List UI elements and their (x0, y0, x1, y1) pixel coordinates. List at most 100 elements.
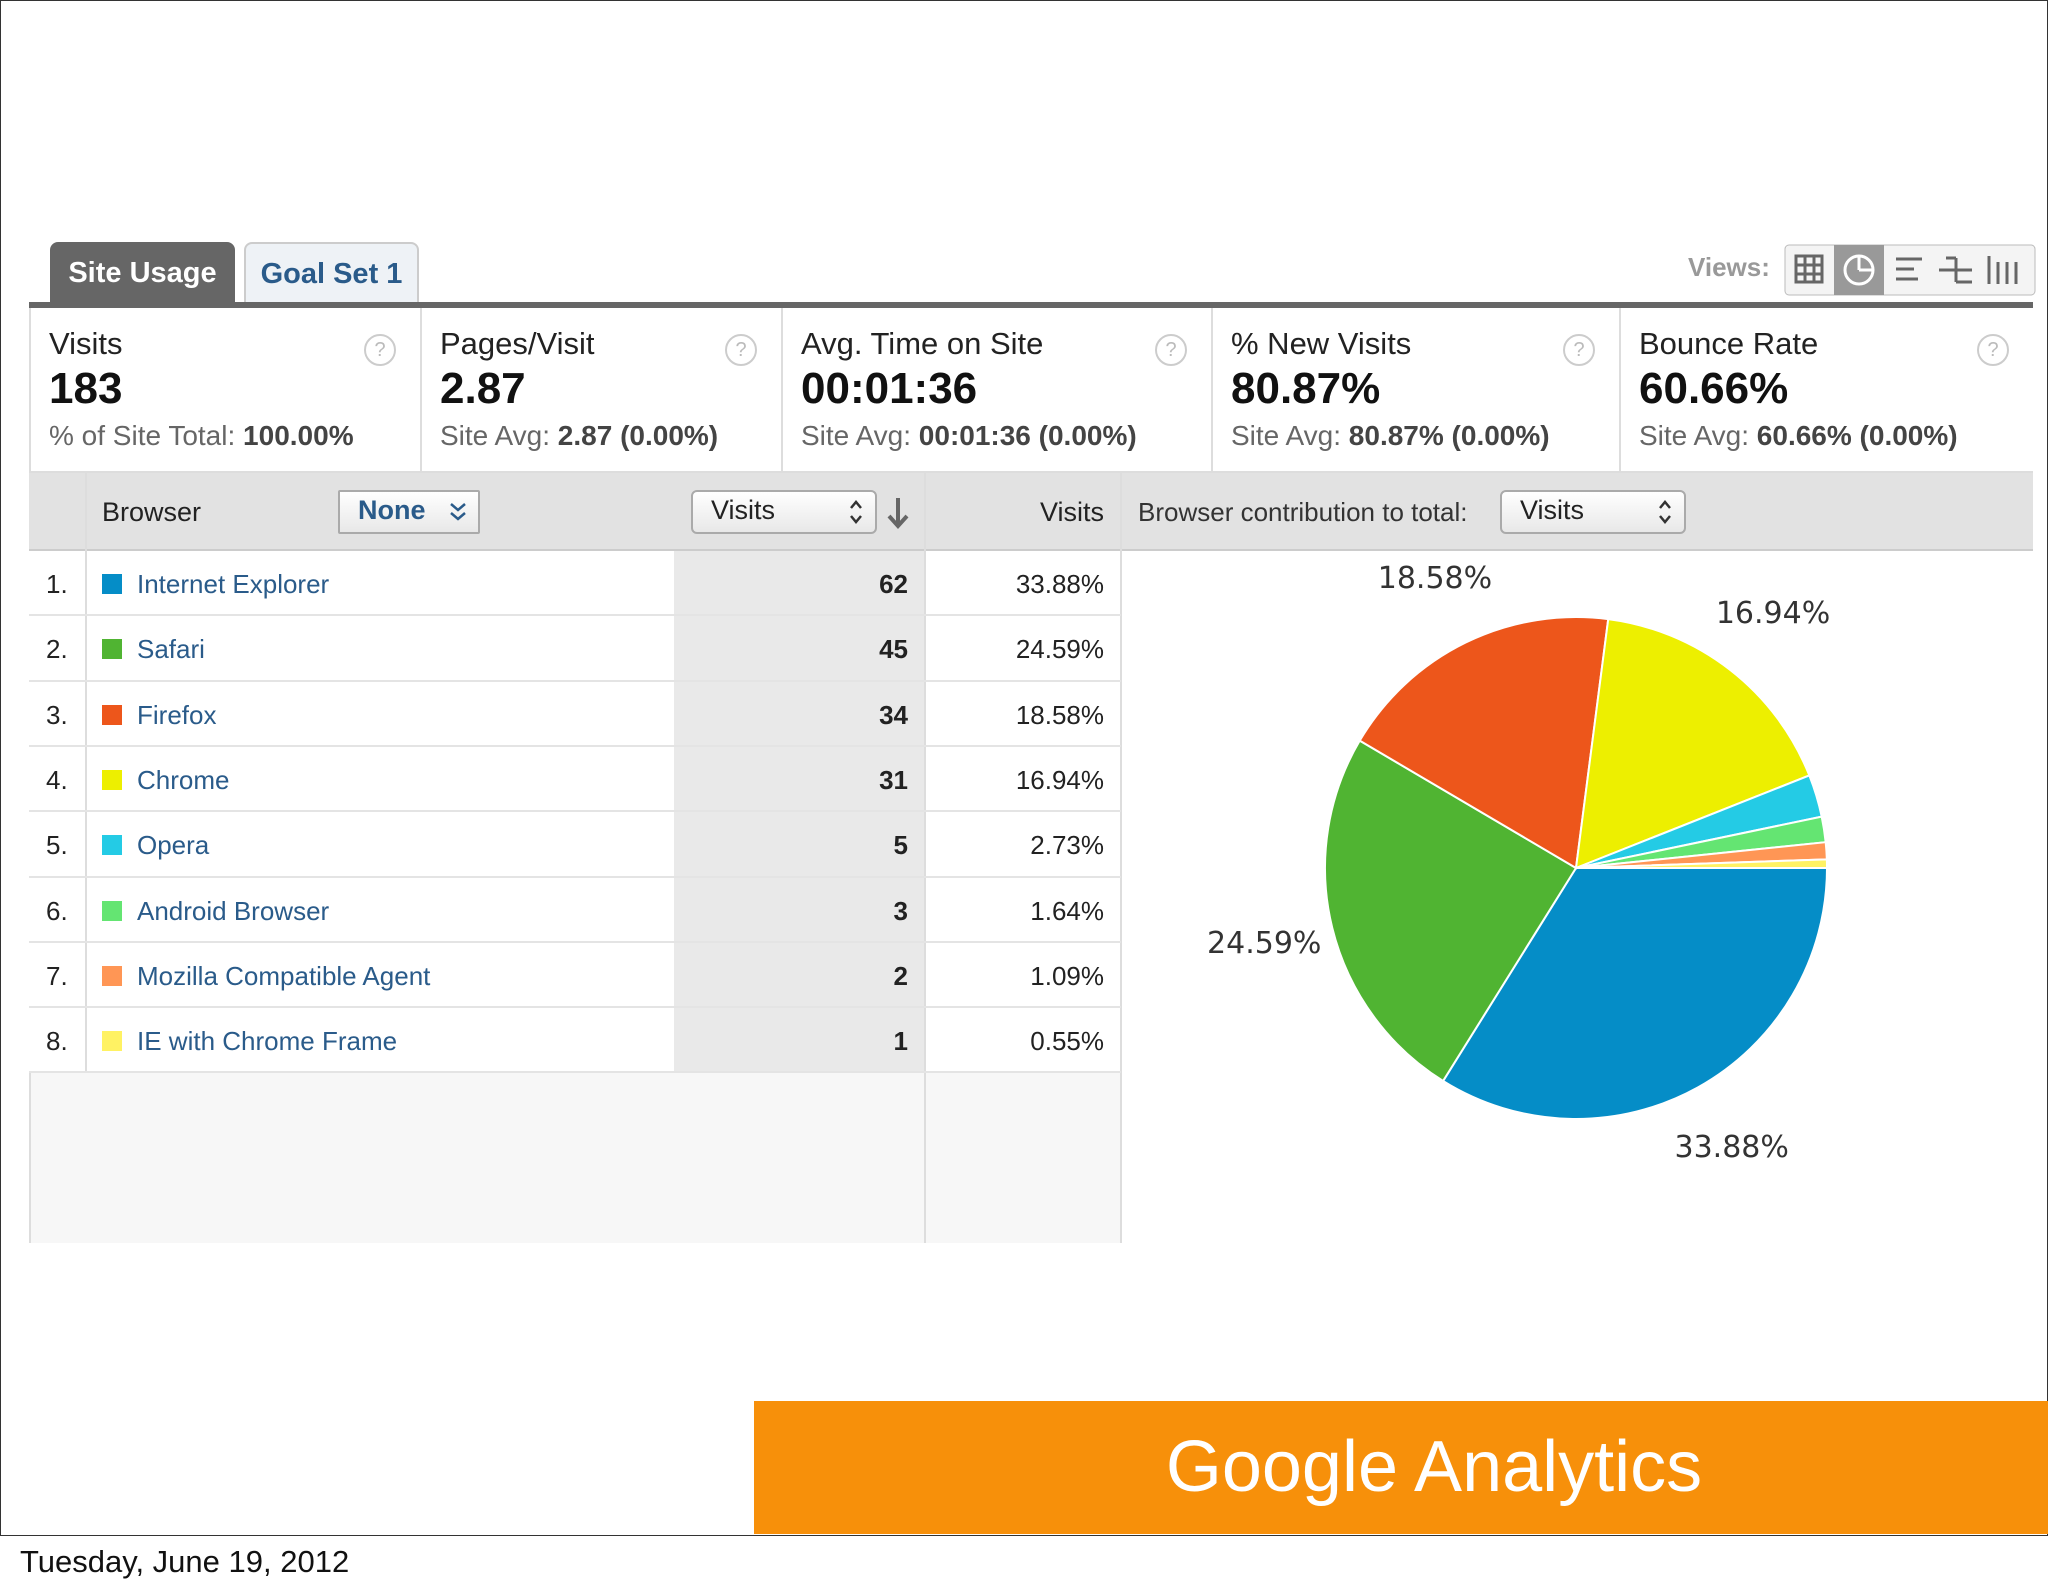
row-visits: 62 (879, 569, 908, 599)
row-percent: 1.09% (1030, 960, 1104, 991)
metric-sub-value: 80.87% (0.00%) (1348, 420, 1550, 451)
row-swatch (102, 965, 122, 986)
col-divider (1120, 473, 1122, 1243)
help-icon[interactable]: ? (364, 334, 396, 366)
row-percent: 18.58% (1015, 699, 1104, 730)
metric-sub: Site Avg: 80.87% (0.00%) (1231, 420, 1550, 452)
row-visits: 34 (879, 699, 908, 730)
row-name[interactable]: Chrome (137, 764, 230, 795)
metric-value: 183 (49, 364, 123, 413)
date: Tuesday, June 19, 2012 (20, 1544, 350, 1579)
row-rank: 6. (46, 895, 68, 926)
metric-sub: Site Avg: 60.66% (0.00%) (1639, 420, 1958, 452)
metric-label: Visits (49, 326, 123, 361)
row-swatch (102, 1031, 122, 1052)
sort-select[interactable]: Visits (691, 490, 877, 534)
metric-label: Pages/Visit (440, 326, 595, 361)
metric-divider (1619, 308, 1621, 473)
row-swatch (102, 704, 122, 725)
metric-sub-value: 2.87 (0.00%) (557, 420, 719, 451)
row-name[interactable]: Safari (137, 634, 205, 665)
row-name[interactable]: Android Browser (137, 895, 330, 926)
row-rule (29, 810, 1121, 813)
pie-label: 16.94% (1716, 596, 1830, 631)
metric-sub: Site Avg: 2.87 (0.00%) (440, 420, 718, 452)
row-rank: 5. (46, 830, 68, 861)
metric-sub: Site Avg: 00:01:36 (0.00%) (801, 420, 1137, 452)
pie-label: 33.88% (1675, 1130, 1789, 1165)
metric-value: 60.66% (1639, 364, 1789, 413)
row-visits: 5 (893, 830, 908, 861)
title-bar (754, 1401, 2048, 1534)
row-name[interactable]: Internet Explorer (137, 569, 330, 599)
views-label: Views: (1688, 252, 1770, 282)
tab[interactable]: Goal Set 1 (244, 242, 419, 304)
row-swatch (102, 835, 122, 856)
pie-slice (1441, 867, 1829, 1120)
metrics-bar (29, 308, 2033, 473)
sort-select-text: Visits (711, 495, 776, 525)
pie-slice (1324, 739, 1578, 1083)
metric-sub-value: 100.00% (243, 420, 354, 451)
row-percent: 24.59% (1015, 634, 1104, 665)
help-icon[interactable]: ? (1155, 334, 1187, 366)
metric-sub-value: 00:01:36 (0.00%) (918, 420, 1137, 451)
row-percent: 33.88% (1015, 569, 1104, 599)
table-empty (29, 1073, 1121, 1243)
row-name[interactable]: Opera (137, 830, 210, 861)
col-divider (924, 473, 926, 1243)
footer-title: Google Analytics (1165, 1427, 1703, 1507)
metric-divider (420, 308, 422, 473)
secondary-dimension: None (358, 495, 426, 525)
row-rule (29, 1071, 1121, 1074)
metric-label: Bounce Rate (1639, 326, 1819, 361)
contribution-select[interactable]: Visits (1500, 490, 1686, 534)
select-arrows (850, 500, 862, 524)
select-arrows (450, 503, 466, 521)
row-visits: 45 (879, 634, 908, 665)
row-rule (29, 614, 1121, 617)
pie-slice (1574, 617, 1811, 870)
tab-active[interactable]: Site Usage (50, 242, 235, 304)
metric-sub: % of Site Total: 100.00% (49, 420, 354, 452)
header-dimension: Browser (102, 497, 202, 527)
metric-value: 80.87% (1231, 364, 1381, 413)
contribution-select-text: Visits (1520, 495, 1585, 525)
row-rank: 1. (46, 569, 68, 599)
row-percent: 16.94% (1015, 764, 1104, 795)
row-swatch (102, 639, 122, 660)
contribution-label: Browser contribution to total: (1138, 497, 1468, 527)
row-swatch (102, 574, 122, 594)
metric-label: Avg. Time on Site (801, 326, 1044, 361)
row-rank: 4. (46, 764, 68, 795)
metric-value: 2.87 (440, 364, 526, 413)
row-swatch (102, 769, 122, 790)
metric-sub-label: Site Avg: (1231, 420, 1342, 451)
row-name[interactable]: Firefox (137, 699, 217, 730)
metric-sub-label: % of Site Total: (49, 420, 236, 451)
view-icons (1794, 254, 2018, 286)
metric-sub-label: Site Avg: (801, 420, 912, 451)
row-rank: 7. (46, 960, 68, 991)
sort-arrow[interactable] (886, 496, 910, 530)
row-name[interactable]: IE with Chrome Frame (137, 1026, 398, 1057)
row-rank: 8. (46, 1026, 68, 1057)
metric-sub-label: Site Avg: (440, 420, 551, 451)
help-icon[interactable]: ? (725, 334, 757, 366)
row-name[interactable]: Mozilla Compatible Agent (137, 960, 431, 991)
row-visits: 2 (893, 960, 908, 991)
secondary-dimension-select[interactable]: None (338, 490, 480, 534)
header-column: Visits (1039, 497, 1104, 527)
row-rule (29, 875, 1121, 878)
row-rule (29, 940, 1121, 943)
row-percent: 2.73% (1030, 830, 1104, 861)
metric-sub-label: Site Avg: (1639, 420, 1750, 451)
row-visits: 31 (879, 764, 908, 795)
pie-chart: 33.88% 24.59% 18.58% 16.94% (1207, 561, 1830, 1165)
metric-sub-value: 60.66% (0.00%) (1756, 420, 1958, 451)
help-icon[interactable]: ? (1563, 334, 1595, 366)
pie-label: 18.58% (1378, 561, 1492, 596)
help-icon[interactable]: ? (1977, 334, 2009, 366)
views-icons (1784, 244, 2036, 296)
